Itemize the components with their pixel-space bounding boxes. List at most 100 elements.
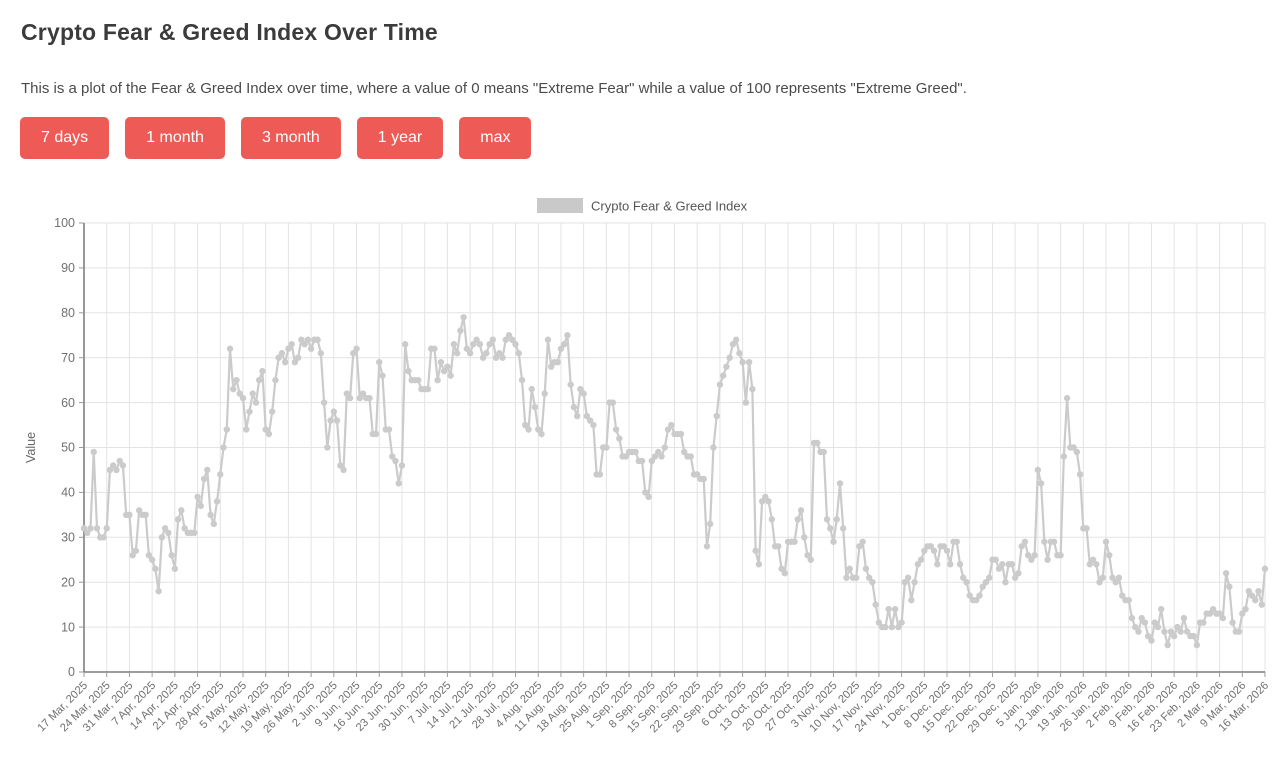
data-point[interactable] — [992, 556, 999, 563]
data-point[interactable] — [87, 525, 94, 532]
data-point[interactable] — [820, 448, 827, 456]
data-point[interactable] — [658, 453, 665, 460]
data-point[interactable] — [758, 498, 766, 505]
data-point[interactable] — [298, 336, 305, 343]
data-point[interactable] — [590, 421, 597, 429]
data-point[interactable] — [943, 547, 951, 554]
data-point[interactable] — [434, 376, 441, 384]
data-point[interactable] — [1154, 623, 1162, 631]
data-point[interactable] — [1157, 605, 1165, 613]
legend-label[interactable]: Crypto Fear & Greed Index — [591, 199, 748, 214]
data-point[interactable] — [372, 430, 380, 438]
data-point[interactable] — [168, 552, 175, 559]
data-point[interactable] — [557, 345, 565, 352]
data-point[interactable] — [314, 336, 321, 343]
data-point[interactable] — [927, 543, 935, 550]
data-point[interactable] — [778, 565, 785, 572]
data-point[interactable] — [129, 552, 136, 559]
data-point[interactable] — [1132, 623, 1139, 631]
data-point[interactable] — [259, 367, 266, 375]
data-point[interactable] — [476, 341, 484, 348]
data-point[interactable] — [865, 574, 873, 581]
data-point[interactable] — [1128, 614, 1136, 622]
data-point[interactable] — [852, 574, 860, 581]
data-point[interactable] — [544, 336, 552, 343]
data-point[interactable] — [200, 475, 208, 483]
data-point[interactable] — [882, 623, 889, 631]
data-point[interactable] — [197, 502, 204, 510]
data-point[interactable] — [171, 565, 179, 572]
data-point[interactable] — [414, 376, 422, 384]
data-point[interactable] — [502, 336, 509, 343]
data-point[interactable] — [265, 430, 273, 438]
data-point[interactable] — [956, 561, 964, 568]
data-point[interactable] — [836, 480, 844, 487]
data-point[interactable] — [249, 390, 256, 397]
data-point[interactable] — [522, 421, 529, 429]
data-point[interactable] — [301, 341, 308, 348]
data-point[interactable] — [236, 390, 243, 397]
data-point[interactable] — [119, 462, 127, 469]
data-point[interactable] — [447, 372, 454, 379]
data-point[interactable] — [392, 457, 399, 465]
data-point[interactable] — [973, 596, 980, 604]
data-point[interactable] — [580, 390, 587, 397]
data-point[interactable] — [953, 538, 960, 545]
data-point[interactable] — [1242, 605, 1249, 613]
data-point[interactable] — [376, 358, 383, 366]
data-point[interactable] — [554, 358, 561, 366]
data-point[interactable] — [1222, 570, 1230, 577]
data-point[interactable] — [651, 453, 659, 460]
data-point[interactable] — [1239, 610, 1246, 617]
data-point[interactable] — [830, 538, 837, 545]
data-point[interactable] — [1170, 632, 1178, 640]
data-point[interactable] — [103, 525, 110, 532]
data-point[interactable] — [1235, 628, 1243, 635]
data-point[interactable] — [84, 529, 91, 537]
data-point[interactable] — [908, 596, 915, 604]
data-point[interactable] — [113, 466, 120, 474]
data-point[interactable] — [765, 498, 772, 505]
data-point[interactable] — [622, 453, 630, 460]
data-point[interactable] — [668, 421, 675, 429]
data-point[interactable] — [207, 511, 214, 519]
data-point[interactable] — [976, 592, 983, 599]
data-point[interactable] — [979, 583, 986, 590]
data-point[interactable] — [995, 565, 1003, 572]
data-point[interactable] — [1245, 587, 1252, 595]
data-point[interactable] — [483, 350, 490, 357]
data-point[interactable] — [405, 367, 412, 375]
data-point[interactable] — [148, 556, 156, 563]
data-point[interactable] — [648, 457, 655, 465]
data-point[interactable] — [460, 314, 467, 321]
data-point[interactable] — [1145, 632, 1152, 640]
data-point[interactable] — [1125, 596, 1132, 604]
data-point[interactable] — [895, 623, 902, 631]
data-point[interactable] — [210, 520, 217, 528]
data-point[interactable] — [492, 354, 500, 361]
data-point[interactable] — [687, 453, 694, 460]
data-point[interactable] — [827, 525, 834, 532]
data-point[interactable] — [470, 341, 477, 348]
data-point[interactable] — [885, 605, 892, 613]
data-point[interactable] — [596, 471, 604, 478]
data-point[interactable] — [90, 448, 97, 456]
data-point[interactable] — [768, 516, 776, 523]
data-point[interactable] — [914, 561, 922, 568]
data-point[interactable] — [775, 543, 782, 550]
data-point[interactable] — [577, 385, 584, 393]
data-point[interactable] — [1028, 556, 1035, 563]
data-point[interactable] — [875, 619, 883, 626]
data-point[interactable] — [463, 345, 471, 352]
data-point[interactable] — [343, 390, 350, 397]
data-point[interactable] — [223, 426, 230, 433]
data-point[interactable] — [450, 341, 458, 348]
range-button-1-month[interactable]: 1 month — [125, 117, 225, 159]
data-point[interactable] — [132, 547, 140, 554]
data-point[interactable] — [304, 336, 312, 343]
data-point[interactable] — [700, 475, 707, 483]
data-point[interactable] — [904, 574, 912, 581]
data-point[interactable] — [1112, 579, 1119, 586]
data-point[interactable] — [1261, 565, 1269, 572]
data-point[interactable] — [1015, 570, 1022, 577]
